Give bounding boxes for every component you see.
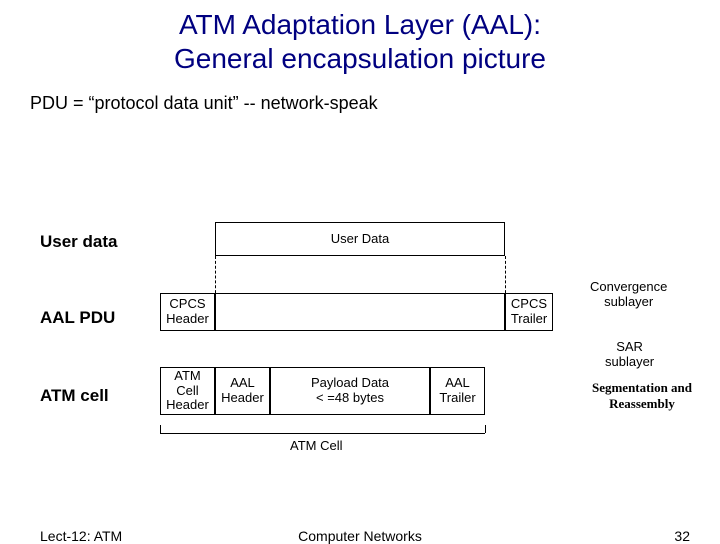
user-data-box-text: User Data (331, 232, 390, 247)
footer-right: 32 (674, 528, 690, 544)
aal-pdu-label: AAL PDU (40, 308, 115, 328)
subtitle: PDU = “protocol data unit” -- network-sp… (0, 75, 720, 114)
payload-box: Payload Data < =48 bytes (270, 367, 430, 415)
bracket-tick-right (485, 425, 486, 433)
aal-trailer-box: AAL Trailer (430, 367, 485, 415)
atm-header-text: ATM Cell Header (166, 369, 209, 414)
slide-title: ATM Adaptation Layer (AAL): General enca… (0, 0, 720, 75)
segmentation-label: Segmentation and Reassembly (582, 380, 702, 411)
cpcs-header-text: CPCS Header (166, 297, 209, 327)
sar-label: SAR sublayer (605, 340, 654, 370)
cpcs-trailer-text: CPCS Trailer (511, 297, 547, 327)
aal-header-text: AAL Header (221, 376, 264, 406)
title-line-1: ATM Adaptation Layer (AAL): (0, 8, 720, 42)
convergence-label: Convergence sublayer (590, 280, 667, 310)
aal-trailer-text: AAL Trailer (439, 376, 475, 406)
user-data-box: User Data (215, 222, 505, 256)
bracket-tick-left (160, 425, 161, 433)
encapsulation-diagram: User data User Data AAL PDU CPCS Header … (0, 180, 720, 480)
bracket-label: ATM Cell (290, 438, 342, 453)
atm-header-box: ATM Cell Header (160, 367, 215, 415)
cpcs-header-box: CPCS Header (160, 293, 215, 331)
footer-center: Computer Networks (0, 528, 720, 544)
aal-body-box (215, 293, 505, 331)
dash-left (215, 256, 216, 298)
cpcs-trailer-box: CPCS Trailer (505, 293, 553, 331)
atm-cell-label: ATM cell (40, 386, 109, 406)
bracket-line (160, 433, 485, 434)
dash-right (505, 256, 506, 298)
aal-header-box: AAL Header (215, 367, 270, 415)
user-data-label: User data (40, 232, 117, 252)
title-line-2: General encapsulation picture (0, 42, 720, 76)
payload-text: Payload Data < =48 bytes (311, 376, 389, 406)
